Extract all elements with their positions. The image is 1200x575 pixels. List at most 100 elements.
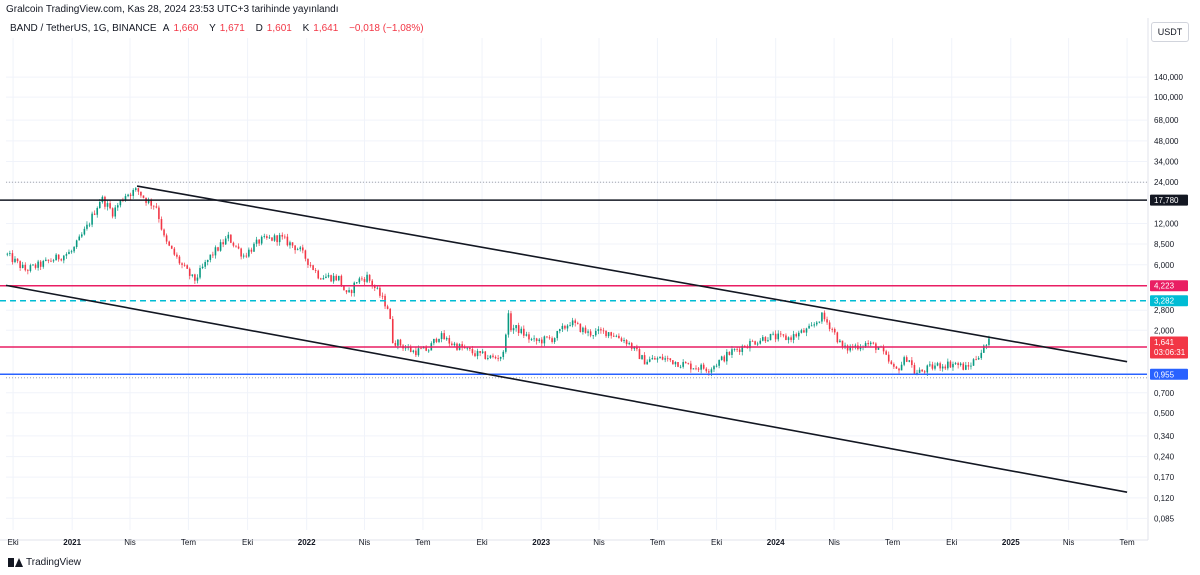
- candle: [833, 327, 836, 335]
- candle-body: [564, 325, 566, 329]
- candle: [535, 337, 538, 345]
- currency-unit-button[interactable]: USDT: [1151, 22, 1189, 42]
- candle: [88, 222, 91, 228]
- candle: [566, 324, 569, 332]
- candle-body: [638, 349, 641, 359]
- candle-body: [646, 361, 648, 365]
- candle: [936, 361, 939, 367]
- open-value: 1,660: [173, 23, 199, 34]
- candle: [158, 205, 160, 223]
- candle-body: [821, 312, 823, 322]
- candle-body: [733, 349, 736, 350]
- candle: [646, 359, 648, 365]
- candle-body: [196, 277, 199, 281]
- candle: [700, 363, 702, 374]
- candle-body: [594, 330, 597, 336]
- candle-body: [32, 264, 34, 266]
- x-tick-label: 2025: [1002, 538, 1020, 547]
- candle-body: [86, 224, 88, 229]
- candle: [705, 367, 708, 373]
- candle: [109, 200, 111, 210]
- candle: [132, 188, 135, 199]
- candle-body: [245, 255, 248, 257]
- candle: [690, 360, 692, 373]
- candle: [564, 324, 566, 330]
- candle-body: [453, 343, 456, 346]
- candle: [805, 327, 808, 337]
- candle: [433, 338, 435, 346]
- x-tick-label: 2022: [298, 538, 316, 547]
- candle: [155, 203, 158, 209]
- candle-body: [358, 278, 361, 283]
- candle-body: [34, 264, 37, 268]
- candle-body: [214, 247, 217, 256]
- candle-body: [533, 338, 535, 340]
- x-tick-label: Eki: [946, 538, 957, 547]
- candle: [70, 249, 73, 254]
- candle: [751, 339, 754, 342]
- candle-body: [271, 237, 273, 241]
- candle: [168, 240, 170, 247]
- candle-body: [163, 229, 165, 236]
- candle-body: [343, 285, 345, 291]
- x-tick-label: Eki: [8, 538, 19, 547]
- candle-body: [543, 336, 546, 344]
- candle: [831, 327, 833, 333]
- candle: [304, 249, 307, 262]
- candle-body: [795, 334, 798, 337]
- candle-body: [988, 338, 990, 345]
- candle-body: [674, 362, 677, 365]
- candle: [944, 364, 947, 371]
- x-tick-label: Tem: [415, 538, 430, 547]
- candle: [666, 355, 669, 362]
- y-tick-label: 24,000: [1154, 178, 1179, 187]
- candle-body: [810, 325, 813, 327]
- candle-body: [780, 333, 782, 335]
- candle: [612, 332, 615, 338]
- candle: [738, 347, 741, 355]
- symbol-name[interactable]: BAND / TetherUS, 1G, BINANCE: [10, 23, 157, 34]
- candle: [846, 344, 849, 354]
- candle: [250, 247, 253, 254]
- candle: [116, 202, 119, 211]
- candle-body: [68, 251, 70, 255]
- candle: [764, 336, 767, 343]
- candle: [60, 258, 63, 262]
- magenta-level-badge: 4,223: [1150, 280, 1188, 292]
- candle: [142, 195, 145, 199]
- candle: [661, 353, 664, 361]
- x-tick-label: Tem: [885, 538, 900, 547]
- candle: [273, 233, 276, 242]
- candle: [499, 356, 502, 362]
- candle-body: [327, 275, 330, 277]
- candle: [767, 337, 769, 342]
- candle-body: [574, 320, 577, 323]
- candle: [977, 356, 980, 360]
- candle: [474, 350, 476, 358]
- candle-body: [505, 334, 507, 352]
- candle-body: [666, 358, 669, 360]
- candle: [227, 231, 230, 242]
- candle: [209, 254, 212, 263]
- candle-body: [337, 275, 340, 281]
- candle-body: [481, 351, 484, 353]
- candle: [312, 264, 314, 271]
- candle-body: [980, 352, 983, 358]
- candle: [512, 324, 515, 334]
- candle-body: [800, 330, 803, 333]
- candle: [204, 259, 206, 270]
- candle-body: [808, 325, 810, 329]
- candle-body: [345, 290, 348, 293]
- candle: [543, 335, 546, 347]
- close-value: 1,641: [313, 23, 339, 34]
- candle: [541, 337, 543, 347]
- candle: [111, 207, 114, 219]
- candle-body: [697, 368, 700, 370]
- candle: [947, 358, 949, 371]
- candle: [954, 361, 957, 365]
- candle-body: [641, 355, 643, 359]
- candle: [330, 274, 332, 283]
- candle: [684, 361, 687, 364]
- candle-body: [106, 203, 109, 207]
